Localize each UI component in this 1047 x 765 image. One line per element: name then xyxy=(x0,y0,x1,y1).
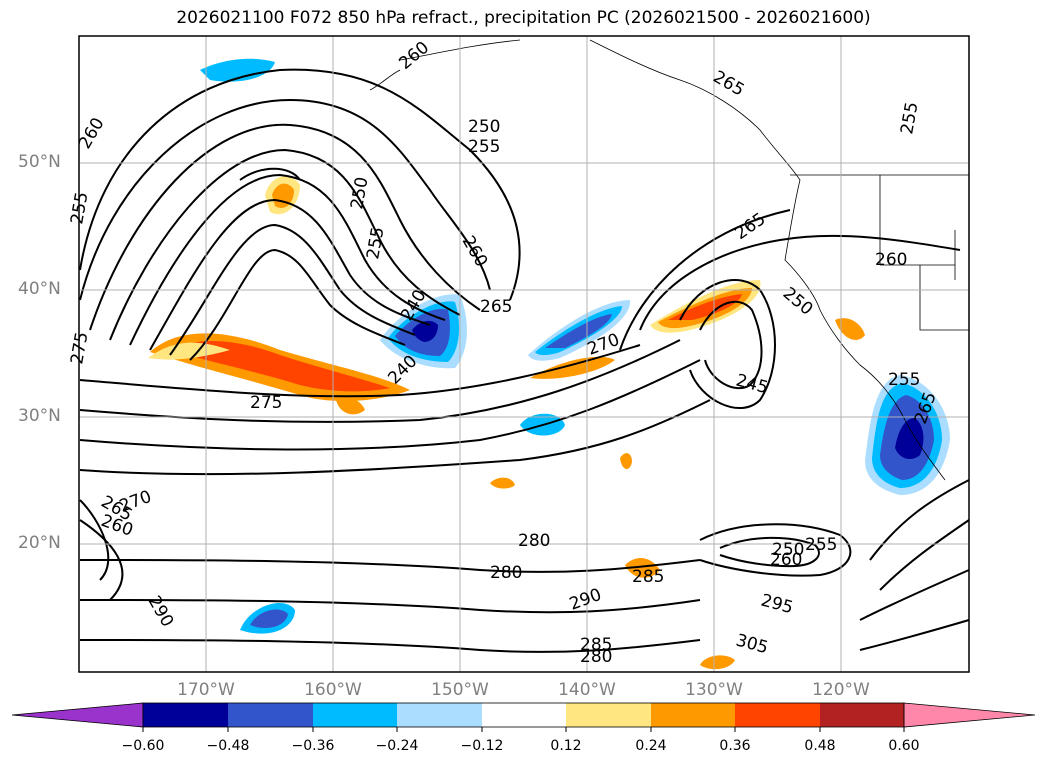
lon-label: 120°W xyxy=(812,680,870,700)
lon-label: 160°W xyxy=(304,680,362,700)
colorbar xyxy=(11,702,1036,732)
colorbar-tick-label: −0.60 xyxy=(121,738,165,754)
contour-label: 260 xyxy=(875,250,907,270)
colorbar-tick-label: 0.24 xyxy=(635,738,667,754)
colorbar-tick-label: 0.36 xyxy=(719,738,751,754)
contour-label: 280 xyxy=(490,563,522,583)
contour-label: 265 xyxy=(480,297,512,317)
map-frame xyxy=(78,35,970,673)
contour-label: 280 xyxy=(580,647,612,667)
contour-label: 255 xyxy=(888,370,920,390)
lon-label: 150°W xyxy=(431,680,489,700)
contour-label: 260 xyxy=(770,550,802,570)
colorbar-tick-label: −0.36 xyxy=(291,738,335,754)
lat-label: 40°N xyxy=(18,279,61,299)
colorbar-tick-label: −0.12 xyxy=(460,738,504,754)
coastline xyxy=(369,39,969,481)
contour-label: 285 xyxy=(632,567,664,587)
contour-lines xyxy=(79,68,970,653)
contour-label: 275 xyxy=(250,393,282,413)
lon-label: 170°W xyxy=(177,680,235,700)
colorbar-tick-label: −0.48 xyxy=(206,738,250,754)
lat-label: 20°N xyxy=(18,533,61,553)
contour-label: 255 xyxy=(805,535,837,555)
lat-label: 50°N xyxy=(18,152,61,172)
colorbar-tick-label: 0.12 xyxy=(550,738,582,754)
lat-label: 30°N xyxy=(18,406,61,426)
lon-label: 140°W xyxy=(558,680,616,700)
graticule xyxy=(79,36,969,672)
contour-label: 250 xyxy=(468,117,500,137)
map-title: 2026021100 F072 850 hPa refract., precip… xyxy=(176,8,871,28)
colorbar-tick-label: −0.24 xyxy=(375,738,419,754)
contour-label: 285 xyxy=(580,635,612,655)
colorbar-tick-label: 0.48 xyxy=(804,738,836,754)
contour-label: 250 xyxy=(772,540,804,560)
colorbar-tick-label: 0.60 xyxy=(888,738,920,754)
precip-shading xyxy=(148,58,950,670)
contour-label: 255 xyxy=(468,137,500,157)
contour-label: 280 xyxy=(518,531,550,551)
lon-label: 130°W xyxy=(685,680,743,700)
